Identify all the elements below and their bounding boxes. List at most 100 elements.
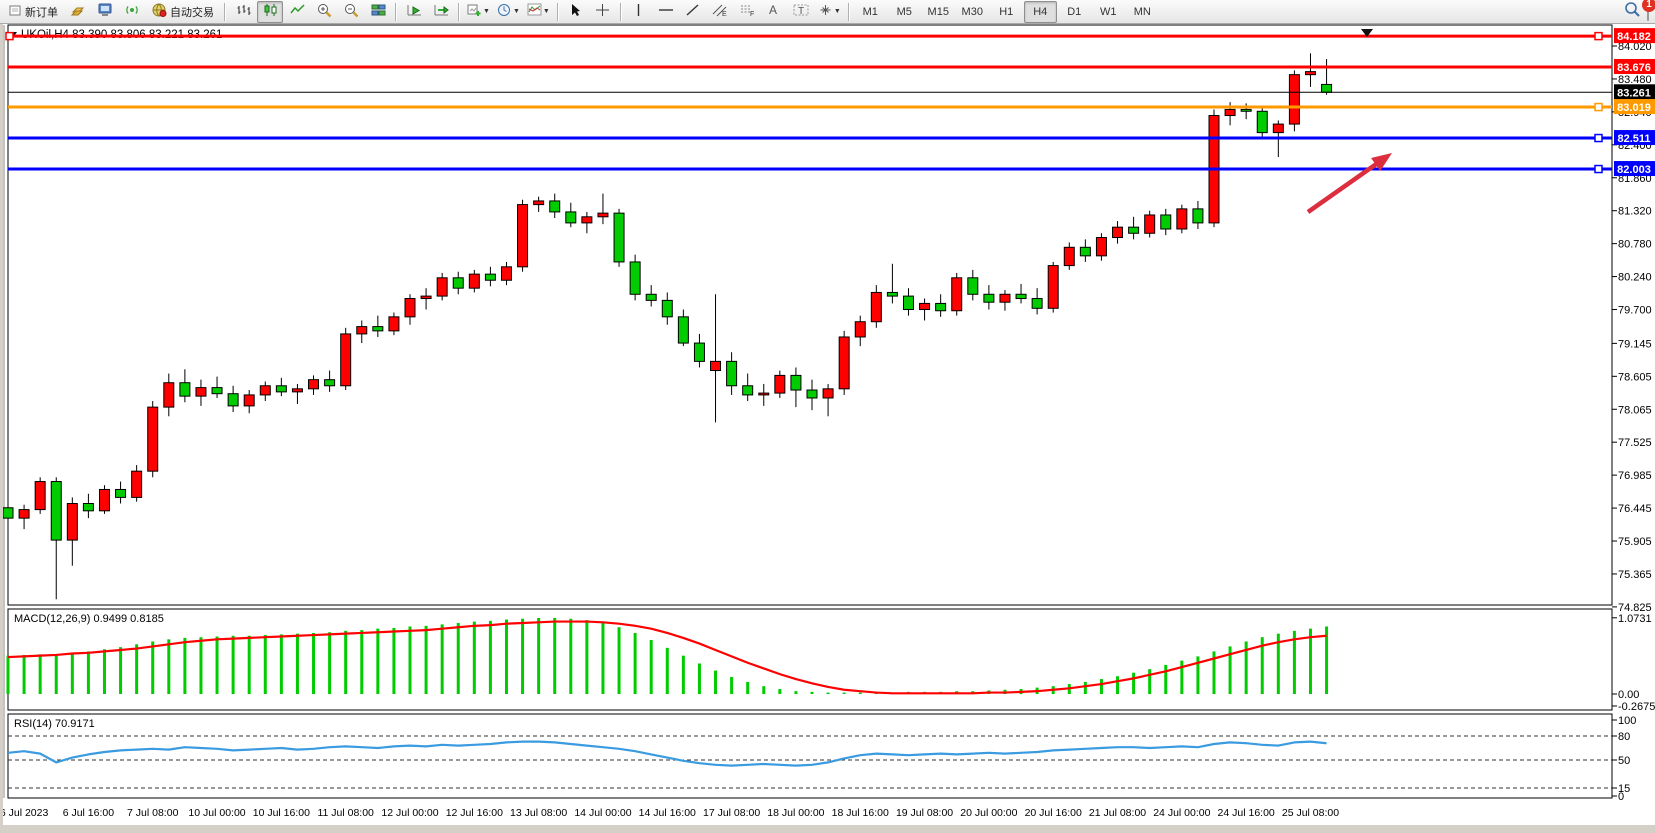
candle — [1192, 208, 1204, 224]
timeframe-clock-button[interactable]: ▼ — [494, 1, 523, 23]
crosshair-icon — [595, 3, 610, 20]
line-handle[interactable] — [5, 31, 14, 41]
line-handle[interactable] — [1594, 133, 1603, 143]
candle — [372, 326, 384, 332]
svg-text:T: T — [798, 6, 804, 17]
price-badge — [1614, 99, 1655, 115]
toolbar-separator — [847, 2, 850, 21]
candle — [935, 302, 947, 312]
candle — [1112, 226, 1124, 239]
auto-trading-label: 自动交易 — [170, 6, 214, 19]
timeframe-d1-button[interactable]: D1 — [1067, 5, 1082, 18]
trend-arrow-head[interactable] — [1371, 153, 1392, 172]
candle — [324, 379, 336, 387]
time-axis-label: 10 Jul 00:00 — [188, 807, 245, 819]
gold-bars-icon — [70, 3, 86, 20]
timeframe-m30-button[interactable]: M30 — [961, 5, 983, 18]
channel-tool-button[interactable]: E — [707, 1, 733, 23]
price-tick-label: 74.825 — [1618, 602, 1652, 614]
candlestick-chart-icon — [263, 3, 278, 20]
signal-button[interactable] — [119, 1, 145, 23]
auto-scroll-button[interactable] — [401, 1, 427, 23]
line-handle[interactable] — [1594, 164, 1603, 174]
fibonacci-tool-button[interactable]: F — [734, 1, 760, 23]
line-handle[interactable] — [1594, 102, 1603, 112]
zoom-in-button[interactable] — [311, 1, 337, 23]
toolbar-separator — [458, 2, 460, 21]
notifications-button[interactable]: 1 — [1642, 0, 1655, 21]
text-tool-button[interactable]: A — [761, 1, 787, 23]
macd-signal-line — [7, 620, 1327, 695]
time-axis-label: 24 Jul 00:00 — [1153, 807, 1210, 819]
candle — [1160, 214, 1172, 230]
timeframe-m15-button[interactable]: M15 — [927, 5, 949, 18]
line-handle[interactable] — [1594, 31, 1603, 41]
candle — [1224, 108, 1236, 117]
trendline-tool-button[interactable] — [680, 1, 706, 23]
signal-icon — [124, 3, 140, 20]
line-chart-button[interactable] — [284, 1, 310, 23]
candle — [1063, 246, 1075, 267]
candle — [742, 385, 754, 396]
auto-trading-button[interactable]: 自动交易 — [146, 1, 220, 23]
window-bottom-edge[interactable] — [0, 825, 1655, 833]
candle — [452, 277, 464, 289]
gold-bars-icon-button[interactable] — [65, 1, 91, 23]
toolbar-separator — [556, 2, 559, 21]
candle — [436, 277, 448, 297]
chart-shift-button[interactable] — [428, 1, 454, 23]
price-tick-label: 78.065 — [1618, 404, 1652, 416]
new-order-button[interactable]: 新订单 — [3, 1, 64, 23]
time-axis-label: 25 Jul 08:00 — [1282, 807, 1339, 819]
candle — [565, 211, 577, 224]
timeframe-w1-button[interactable]: W1 — [1100, 5, 1117, 18]
arrows-icon — [818, 3, 833, 20]
zoom-out-button[interactable] — [338, 1, 364, 23]
candlestick-chart-button[interactable] — [257, 0, 283, 23]
timeframe-m5-button[interactable]: M5 — [896, 5, 912, 18]
arrows-tool-button[interactable]: ▼ — [815, 1, 844, 23]
timeframe-m1-button[interactable]: M1 — [862, 5, 878, 18]
chevron-down-icon: ▼ — [512, 8, 520, 15]
candle — [629, 261, 641, 295]
price-badge — [1614, 84, 1655, 100]
text-label-tool-button[interactable]: T — [788, 1, 814, 23]
candle — [1240, 108, 1252, 112]
indicators-button[interactable]: ▼ — [524, 1, 553, 23]
vertical-line-tool-button[interactable] — [626, 1, 652, 23]
timeframe-h4-button[interactable]: H4 — [1023, 0, 1057, 23]
vertical-line-icon — [634, 3, 643, 20]
candle — [983, 293, 995, 303]
candle — [517, 204, 529, 268]
candle — [549, 200, 561, 213]
crosshair-button[interactable] — [590, 1, 616, 23]
rsi-label: RSI(14) 70.9171 — [14, 718, 95, 730]
new-chart-button[interactable]: ▼ — [464, 1, 493, 23]
timeframe-h1-button[interactable]: H1 — [999, 5, 1014, 18]
chart-shift-icon — [434, 3, 449, 20]
candle — [645, 293, 657, 301]
terminal-button[interactable] — [92, 1, 118, 23]
search-icon[interactable] — [1624, 1, 1641, 23]
time-axis-label: 20 Jul 16:00 — [1025, 807, 1082, 819]
candle — [147, 406, 159, 472]
horizontal-line-tool-button[interactable] — [653, 1, 679, 23]
tile-windows-button[interactable] — [365, 1, 391, 23]
candle — [1047, 265, 1059, 309]
bar-chart-button[interactable] — [230, 1, 256, 23]
timeframe-mn-button[interactable]: MN — [1133, 5, 1151, 18]
candle — [18, 509, 30, 519]
candle — [275, 385, 287, 393]
rsi-line — [7, 740, 1327, 767]
candle — [227, 393, 239, 407]
globe-icon — [152, 3, 167, 20]
chevron-down-icon: ▼ — [483, 8, 490, 15]
candle — [902, 295, 914, 311]
trend-arrow-annotation[interactable] — [1306, 158, 1384, 214]
cursor-button[interactable] — [563, 1, 589, 23]
time-axis-label: 24 Jul 16:00 — [1218, 807, 1275, 819]
chart-background — [0, 24, 1655, 833]
candle — [291, 388, 303, 393]
candle — [98, 488, 110, 512]
